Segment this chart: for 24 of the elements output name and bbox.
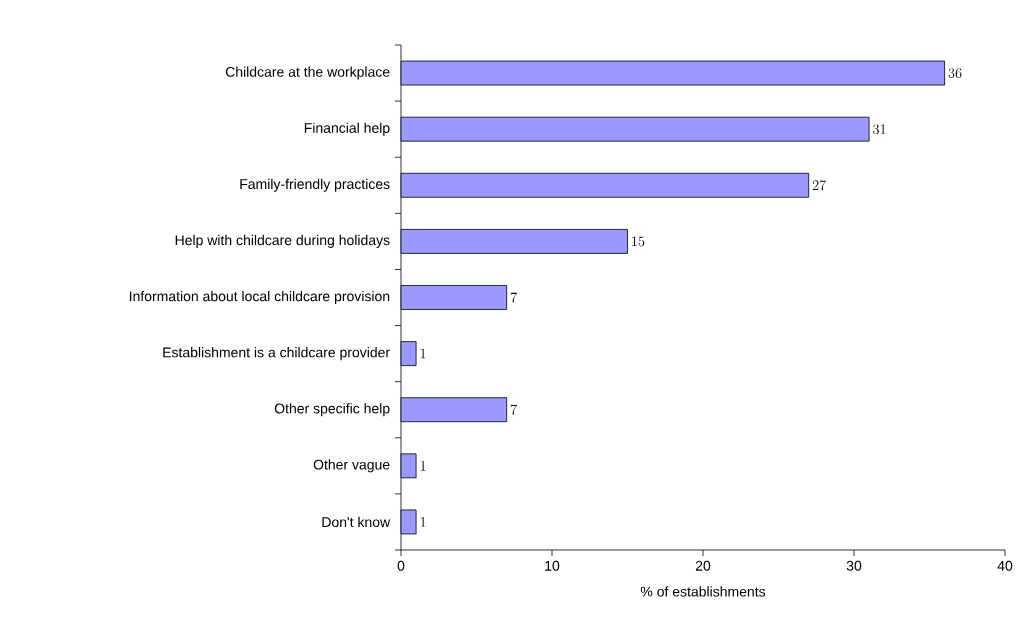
data-label: 15: [632, 236, 645, 247]
data-label: 1: [420, 348, 426, 359]
data-label: 27: [812, 180, 826, 191]
data-label: 1: [420, 460, 426, 471]
x-tick-label: 0: [397, 560, 405, 571]
x-tick-label: 30: [846, 560, 862, 571]
y-tick-label: Childcare at the workplace: [225, 66, 390, 80]
y-tick-label: Financial help: [304, 122, 390, 136]
x-tick-label: 10: [545, 560, 560, 571]
y-tick-label: Other specific help: [274, 403, 390, 417]
x-axis-title: % of establishments: [640, 586, 766, 597]
y-tick-label: Family-friendly practices: [240, 178, 390, 192]
data-label: 1: [420, 517, 426, 527]
y-tick-label: Don't know: [322, 516, 391, 528]
x-tick-label: 40: [997, 560, 1013, 571]
y-tick-label: Establishment is a childcare provider: [163, 347, 390, 361]
x-tick-label: 20: [695, 560, 711, 571]
y-tick-label: Information about local childcare provision: [129, 290, 390, 305]
data-label: 7: [510, 292, 517, 303]
data-label: 31: [873, 124, 886, 135]
y-tick-label: Other vague: [313, 459, 390, 473]
y-tick-label: Help with childcare during holidays: [175, 234, 390, 248]
data-label: 36: [948, 68, 962, 78]
data-label: 7: [510, 404, 517, 415]
